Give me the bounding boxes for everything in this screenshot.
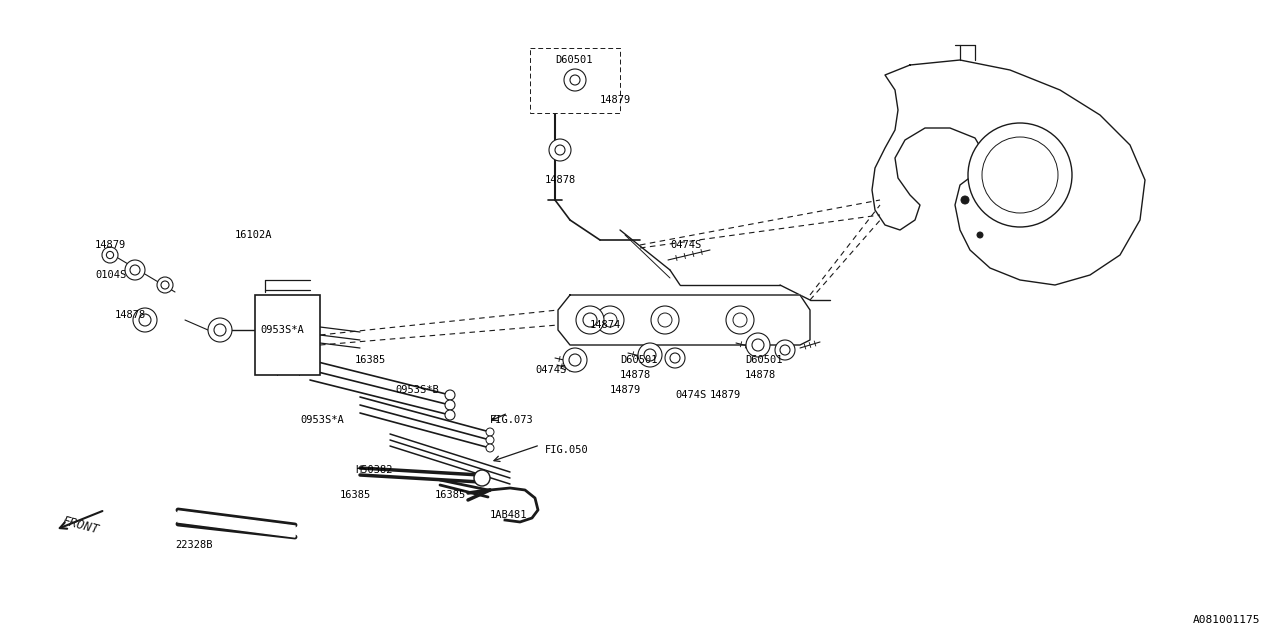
- Text: 16102A: 16102A: [236, 230, 273, 240]
- Circle shape: [726, 306, 754, 334]
- Text: D60501: D60501: [620, 355, 658, 365]
- Text: 0953S*A: 0953S*A: [260, 325, 303, 335]
- Circle shape: [666, 348, 685, 368]
- Polygon shape: [872, 60, 1146, 285]
- Circle shape: [157, 277, 173, 293]
- Circle shape: [564, 69, 586, 91]
- Text: 14878: 14878: [115, 310, 146, 320]
- Circle shape: [570, 75, 580, 85]
- Circle shape: [486, 428, 494, 436]
- Text: FIG.050: FIG.050: [545, 445, 589, 455]
- Text: D60501: D60501: [745, 355, 782, 365]
- Text: 14879: 14879: [600, 95, 631, 105]
- Circle shape: [977, 232, 983, 238]
- Circle shape: [746, 333, 771, 357]
- Text: 14879: 14879: [611, 385, 641, 395]
- Text: 14874: 14874: [590, 320, 621, 330]
- Text: FRONT: FRONT: [60, 514, 100, 536]
- Text: 14879: 14879: [95, 240, 127, 250]
- Circle shape: [563, 348, 588, 372]
- Circle shape: [576, 306, 604, 334]
- Circle shape: [556, 145, 564, 155]
- Circle shape: [133, 308, 157, 332]
- Circle shape: [161, 281, 169, 289]
- Circle shape: [445, 400, 454, 410]
- Text: 1AB481: 1AB481: [490, 510, 527, 520]
- Circle shape: [652, 306, 678, 334]
- Bar: [255, 295, 320, 375]
- Text: D60501: D60501: [556, 55, 593, 65]
- Circle shape: [637, 343, 662, 367]
- Circle shape: [474, 470, 490, 486]
- Circle shape: [570, 354, 581, 366]
- Text: 0953S*B: 0953S*B: [396, 385, 439, 395]
- Circle shape: [102, 247, 118, 263]
- Circle shape: [669, 353, 680, 363]
- Circle shape: [658, 313, 672, 327]
- Bar: [530, 48, 620, 113]
- Text: A081001175: A081001175: [1193, 615, 1260, 625]
- Text: 0474S: 0474S: [669, 240, 701, 250]
- Circle shape: [486, 436, 494, 444]
- Text: FIG.073: FIG.073: [490, 415, 534, 425]
- Circle shape: [140, 314, 151, 326]
- Circle shape: [982, 137, 1059, 213]
- Circle shape: [131, 265, 140, 275]
- Circle shape: [733, 313, 748, 327]
- Text: 0474S: 0474S: [675, 390, 707, 400]
- Text: 16385: 16385: [340, 490, 371, 500]
- Circle shape: [644, 349, 657, 361]
- Text: 14878: 14878: [545, 175, 576, 185]
- Text: 14879: 14879: [710, 390, 741, 400]
- Text: 0953S*A: 0953S*A: [300, 415, 344, 425]
- Text: 22328B: 22328B: [175, 540, 212, 550]
- Circle shape: [486, 444, 494, 452]
- Text: 14878: 14878: [620, 370, 652, 380]
- Text: 14878: 14878: [745, 370, 776, 380]
- Circle shape: [780, 345, 790, 355]
- Circle shape: [774, 340, 795, 360]
- Circle shape: [445, 390, 454, 400]
- Circle shape: [753, 339, 764, 351]
- Circle shape: [125, 260, 145, 280]
- Circle shape: [106, 252, 114, 259]
- Circle shape: [445, 410, 454, 420]
- Circle shape: [214, 324, 227, 336]
- Text: 0474S: 0474S: [535, 365, 566, 375]
- Circle shape: [207, 318, 232, 342]
- Text: 16385: 16385: [435, 490, 466, 500]
- Text: 16385: 16385: [355, 355, 387, 365]
- Polygon shape: [558, 295, 810, 345]
- Circle shape: [549, 139, 571, 161]
- Circle shape: [596, 306, 625, 334]
- Circle shape: [961, 196, 969, 204]
- Text: 0104S: 0104S: [95, 270, 127, 280]
- Circle shape: [968, 123, 1073, 227]
- Circle shape: [582, 313, 596, 327]
- Circle shape: [603, 313, 617, 327]
- Polygon shape: [178, 511, 294, 537]
- Text: H50382: H50382: [355, 465, 393, 475]
